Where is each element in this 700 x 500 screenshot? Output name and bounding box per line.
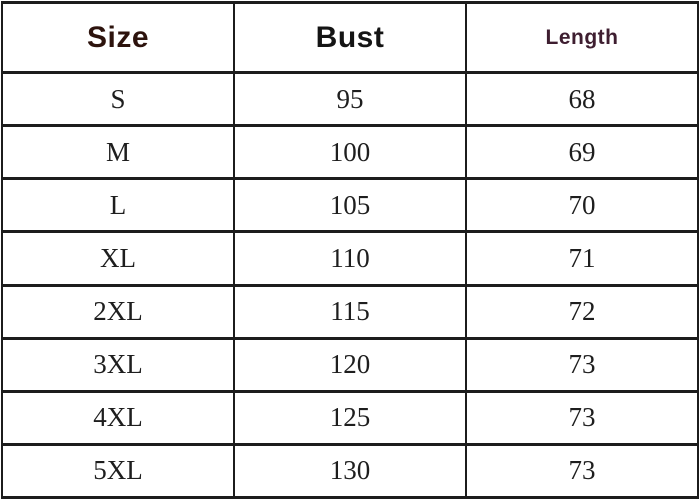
length-cell: 73 [465,336,699,393]
table-row: 4XL 125 73 [1,389,699,446]
table-row: XL 110 71 [1,230,699,287]
bust-cell: 100 [233,124,467,181]
size-chart-header: Size Bust Length [1,1,699,74]
length-cell: 70 [465,177,699,234]
bust-cell: 110 [233,230,467,287]
size-chart-body: S 95 68 M 100 69 L 105 70 XL 110 71 2XL [1,70,699,500]
bust-cell: 105 [233,177,467,234]
table-row: M 100 69 [1,124,699,181]
length-cell: 72 [465,283,699,340]
bust-cell: 115 [233,283,467,340]
column-header-size: Size [1,1,235,74]
table-row: 3XL 120 73 [1,336,699,393]
table-row: L 105 70 [1,177,699,234]
header-row: Size Bust Length [1,1,699,74]
length-cell: 73 [465,389,699,446]
column-header-bust: Bust [233,1,467,74]
size-cell: 2XL [1,283,235,340]
size-cell: S [1,70,235,128]
table-row: 5XL 130 73 [1,442,699,500]
size-cell: 4XL [1,389,235,446]
size-cell: 3XL [1,336,235,393]
length-cell: 69 [465,124,699,181]
table-row: 2XL 115 72 [1,283,699,340]
table-row: S 95 68 [1,70,699,128]
size-cell: L [1,177,235,234]
bust-cell: 95 [233,70,467,128]
length-cell: 71 [465,230,699,287]
bust-cell: 130 [233,442,467,500]
size-cell: XL [1,230,235,287]
bust-cell: 120 [233,336,467,393]
length-cell: 68 [465,70,699,128]
size-cell: M [1,124,235,181]
size-cell: 5XL [1,442,235,500]
column-header-length: Length [465,1,699,74]
bust-cell: 125 [233,389,467,446]
length-cell: 73 [465,442,699,500]
